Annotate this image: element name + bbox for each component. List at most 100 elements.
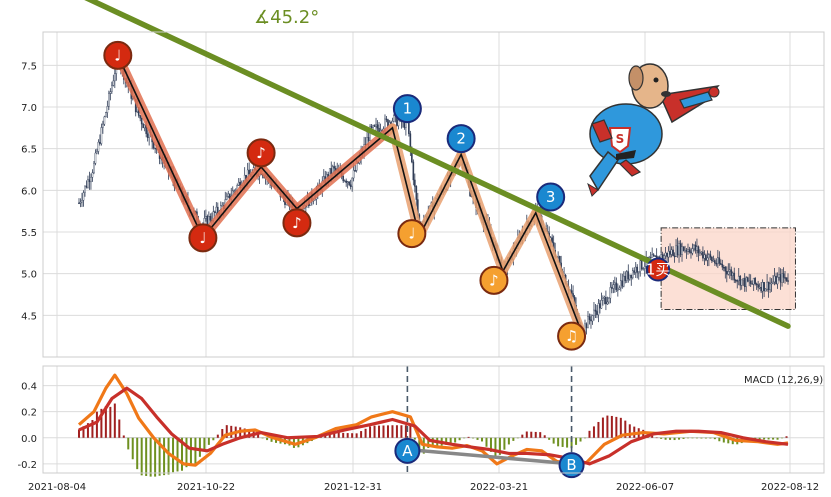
macd-label: MACD (12,26,9)	[744, 375, 823, 386]
macd-histogram-bar	[588, 430, 591, 438]
candle-body	[711, 256, 713, 261]
candle-body	[102, 123, 104, 128]
macd-histogram-bar	[686, 437, 689, 439]
macd-histogram-bar	[78, 429, 80, 438]
candle-body	[631, 270, 634, 278]
macd-histogram-bar	[655, 437, 658, 439]
candle-body	[769, 283, 771, 290]
candle-body	[785, 277, 788, 281]
candle-body	[88, 179, 91, 183]
macd-y-tick-label: -0.2	[17, 460, 37, 471]
candle-body	[690, 251, 692, 254]
candle-body	[99, 141, 101, 144]
macd-histogram-bar	[516, 437, 519, 439]
candle-body	[105, 112, 107, 118]
price-y-tick-label: 7.5	[21, 61, 37, 72]
price-marker-label: ♪	[292, 214, 302, 232]
candle-body	[599, 303, 601, 309]
price-y-tick-label: 7.0	[21, 103, 37, 114]
macd-histogram-bar	[691, 437, 694, 439]
macd-histogram-bar	[163, 437, 166, 476]
macd-histogram-bar	[382, 425, 385, 438]
macd-histogram-bar	[673, 437, 676, 441]
candle-body	[730, 269, 733, 276]
price-frame	[42, 31, 825, 358]
candle-body	[743, 278, 746, 287]
candle-body	[597, 303, 600, 315]
candle-body	[682, 246, 685, 252]
macd-histogram-bar	[221, 428, 224, 438]
candle-body	[111, 85, 113, 92]
macd-histogram-bar	[709, 437, 712, 439]
candle-body	[694, 244, 697, 251]
candle-body	[114, 73, 116, 82]
candle-body	[85, 185, 88, 188]
candle-body	[397, 120, 400, 126]
macd-marker-label: B	[566, 456, 576, 474]
candle-body	[108, 93, 110, 107]
candle-body	[376, 124, 379, 129]
candle-body	[700, 251, 703, 254]
macd-series: AB	[77, 366, 789, 479]
trendline	[84, 0, 791, 329]
candle-body	[687, 249, 689, 252]
candle-body	[715, 262, 718, 265]
price-marker: ♫	[557, 321, 587, 351]
candle-body	[106, 106, 109, 113]
x-tick-label: 2022-06-07	[616, 482, 674, 493]
macd-histogram-bar	[355, 433, 358, 438]
macd-histogram-bar	[328, 434, 331, 438]
superhero-dog-mascot: S	[587, 63, 720, 197]
candle-body	[608, 297, 610, 303]
candle-body	[703, 254, 706, 259]
macd-histogram-bar	[458, 437, 461, 441]
macd-histogram-bar	[727, 437, 730, 444]
candle-body	[775, 275, 777, 285]
macd-histogram-bar	[230, 425, 233, 438]
candle-body	[379, 130, 382, 132]
macd-histogram-bar	[261, 437, 264, 439]
candle-body	[378, 127, 380, 132]
candle-body	[621, 280, 624, 287]
candle-body	[557, 256, 559, 258]
candle-body	[727, 271, 730, 275]
macd-histogram-bar	[489, 437, 492, 452]
macd-histogram-bar	[785, 436, 788, 438]
price-y-tick-label: 4.5	[21, 311, 37, 322]
macd-histogram-bar	[584, 437, 587, 439]
macd-histogram-bar	[275, 437, 278, 443]
macd-histogram-bar	[467, 436, 470, 438]
candle-body	[112, 80, 115, 86]
macd-marker-circle	[394, 437, 421, 464]
candle-body	[349, 184, 352, 187]
candle-body	[142, 123, 144, 129]
macd-histogram-bar	[449, 437, 452, 445]
price-marker: 3	[536, 182, 566, 212]
candle-body	[384, 118, 386, 130]
candle-body	[740, 279, 743, 286]
macd-histogram-bar	[763, 437, 766, 440]
candle-body	[679, 243, 682, 255]
macd-histogram-bar	[346, 433, 349, 438]
x-tick-label: 2022-03-21	[470, 482, 528, 493]
candle-body	[712, 260, 715, 262]
macd-histogram-bar	[767, 437, 770, 440]
macd-histogram-bar	[266, 437, 269, 441]
candle-body	[154, 147, 156, 150]
price-marker: ♪	[479, 265, 509, 295]
candle-body	[375, 124, 377, 127]
candle-body	[412, 161, 415, 181]
candle-body	[624, 275, 627, 281]
macd-histogram-bar	[86, 423, 89, 438]
candle-body	[594, 309, 597, 312]
candle-body	[746, 277, 749, 282]
x-tick-label: 2021-08-04	[28, 482, 86, 493]
macd-marker-circle	[558, 452, 585, 479]
macd-histogram-bar	[140, 437, 143, 476]
macd-histogram-bar	[512, 437, 515, 441]
candle-body	[346, 181, 349, 183]
candle-body	[611, 287, 613, 289]
macd-histogram-bar	[198, 437, 201, 457]
macd-histogram-bar	[521, 434, 524, 438]
